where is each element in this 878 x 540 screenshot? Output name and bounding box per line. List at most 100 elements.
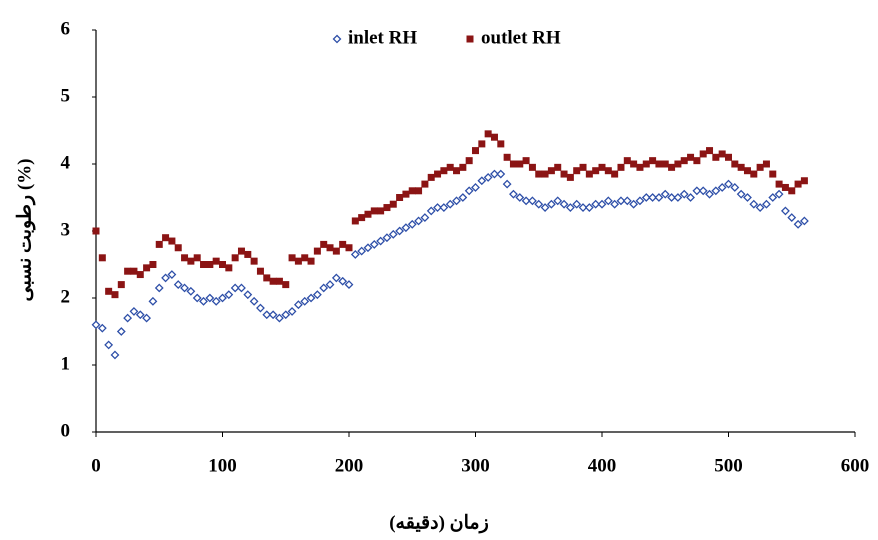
point <box>477 176 487 186</box>
point <box>661 160 669 168</box>
point <box>610 199 620 209</box>
point <box>800 177 808 185</box>
point <box>546 199 556 209</box>
point <box>490 169 499 179</box>
point <box>736 189 746 199</box>
point <box>679 189 689 199</box>
point <box>706 147 714 155</box>
point <box>427 173 435 181</box>
y-tick-label: 6 <box>61 18 71 39</box>
legend-marker <box>332 34 342 44</box>
point <box>414 216 423 226</box>
point <box>218 293 227 303</box>
point <box>358 214 366 222</box>
point <box>616 196 626 206</box>
point <box>578 203 588 212</box>
point <box>117 281 125 289</box>
point <box>154 283 164 293</box>
x-tick-label: 100 <box>208 455 237 476</box>
point <box>535 170 543 178</box>
point <box>775 180 783 188</box>
point <box>186 286 196 296</box>
point <box>200 261 208 268</box>
point <box>440 167 448 175</box>
point <box>464 186 474 196</box>
point <box>774 189 784 199</box>
point <box>730 183 740 192</box>
point <box>212 257 220 265</box>
point <box>793 219 803 229</box>
point <box>105 287 113 295</box>
point <box>300 296 310 306</box>
point <box>471 183 480 192</box>
point <box>350 250 360 259</box>
point <box>256 303 265 313</box>
point <box>687 153 695 161</box>
point <box>395 226 405 236</box>
point <box>396 194 404 201</box>
point <box>351 217 359 225</box>
point <box>522 157 530 165</box>
point <box>92 227 100 235</box>
point <box>592 167 600 175</box>
point <box>155 240 163 248</box>
point <box>332 247 340 255</box>
point <box>199 296 208 306</box>
point <box>490 133 498 141</box>
point <box>91 320 101 330</box>
point <box>174 244 182 252</box>
point <box>338 276 348 286</box>
point <box>173 280 183 290</box>
point <box>617 163 625 171</box>
point <box>496 169 506 179</box>
y-tick-label: 2 <box>61 286 71 307</box>
point <box>136 271 144 279</box>
legend-label: inlet RH <box>348 27 417 48</box>
point <box>237 283 246 293</box>
point <box>762 160 770 168</box>
point <box>288 254 296 262</box>
point <box>206 261 214 268</box>
point <box>219 261 226 268</box>
point <box>389 200 397 208</box>
point <box>249 296 259 306</box>
point <box>319 283 329 293</box>
point <box>641 193 651 202</box>
point <box>149 261 157 268</box>
point <box>256 267 264 275</box>
y-tick-label: 5 <box>61 85 71 106</box>
point <box>307 257 315 265</box>
point <box>584 203 594 212</box>
y-tick-label: 1 <box>61 353 71 374</box>
point <box>445 199 455 209</box>
point <box>509 189 518 199</box>
point <box>420 213 430 223</box>
point <box>98 254 106 262</box>
point <box>376 236 386 246</box>
point <box>331 273 341 283</box>
point <box>168 237 176 245</box>
point <box>667 193 676 202</box>
point <box>559 199 569 209</box>
point <box>503 153 511 161</box>
point <box>781 183 789 191</box>
point <box>794 180 802 188</box>
point <box>560 170 568 178</box>
point <box>452 196 461 206</box>
point <box>415 187 423 195</box>
point <box>534 199 544 209</box>
point <box>755 203 765 212</box>
point <box>408 187 416 195</box>
point <box>636 163 644 171</box>
point <box>502 179 512 189</box>
point <box>484 130 492 138</box>
point <box>167 270 177 279</box>
point <box>180 283 189 293</box>
point <box>528 196 537 206</box>
point <box>268 310 278 320</box>
point <box>275 313 284 323</box>
x-tick-label: 600 <box>841 455 870 476</box>
point <box>275 277 283 285</box>
point <box>339 240 347 248</box>
point <box>598 163 606 171</box>
